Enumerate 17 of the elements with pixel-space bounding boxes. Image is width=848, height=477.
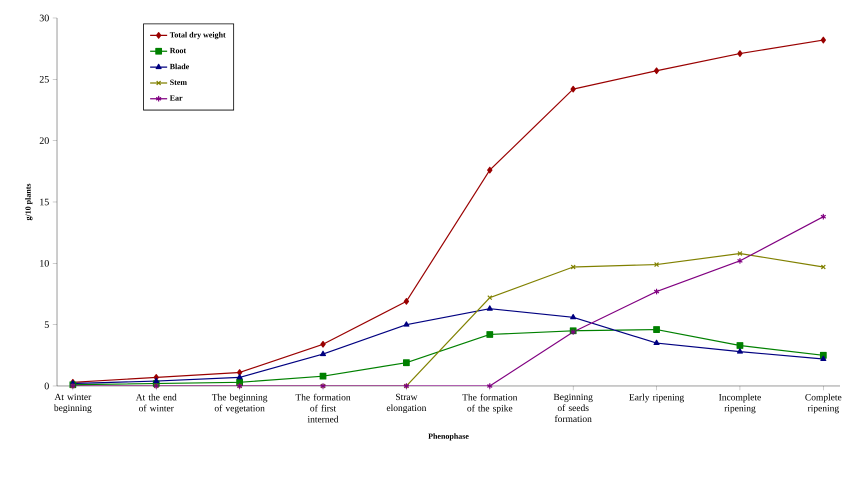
x-tick-label: At the end of winter (136, 394, 177, 412)
y-tick-label: 25 (40, 76, 49, 83)
x-tick-label: Beginning of seeds formation (554, 394, 593, 422)
y-tick-label: 0 (44, 382, 49, 390)
y-tick-label: 15 (40, 198, 49, 206)
x-tick-label: Early ripening (629, 394, 684, 402)
x-tick-label: The beginning of vegetation (212, 394, 268, 414)
x-tick-label: Complete ripening (805, 394, 842, 414)
x-tick-label: At winter beginning (54, 394, 92, 414)
y-tick-label: 30 (40, 14, 49, 22)
x-tick-label: The formation of the spike (462, 394, 518, 414)
y-tick-label: 5 (44, 321, 49, 328)
x-tick-label: Straw elongation (386, 394, 426, 414)
x-tick-label: Incomplete ripening (719, 394, 761, 414)
x-tick-label: The formation of first interned (296, 394, 350, 422)
y-tick-label: 10 (40, 260, 49, 267)
y-tick-label: 20 (40, 137, 49, 144)
